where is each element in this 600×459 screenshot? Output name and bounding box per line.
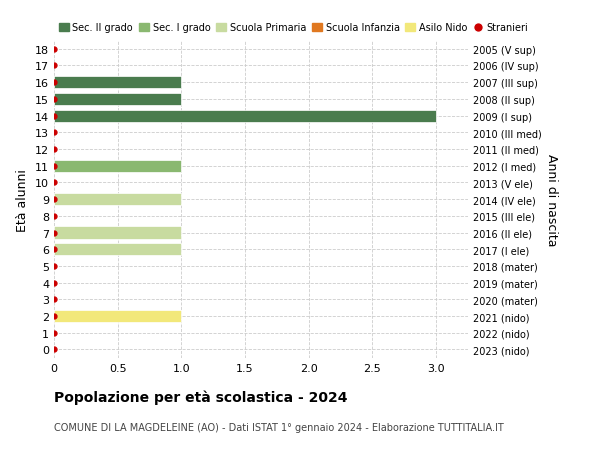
- Text: Popolazione per età scolastica - 2024: Popolazione per età scolastica - 2024: [54, 390, 347, 405]
- Text: COMUNE DI LA MAGDELEINE (AO) - Dati ISTAT 1° gennaio 2024 - Elaborazione TUTTITA: COMUNE DI LA MAGDELEINE (AO) - Dati ISTA…: [54, 422, 504, 432]
- Bar: [54, 227, 181, 239]
- Bar: [54, 310, 181, 322]
- Legend: Sec. II grado, Sec. I grado, Scuola Primaria, Scuola Infanzia, Asilo Nido, Stran: Sec. II grado, Sec. I grado, Scuola Prim…: [59, 23, 529, 34]
- Y-axis label: Anni di nascita: Anni di nascita: [545, 153, 558, 246]
- Bar: [54, 94, 181, 106]
- Bar: [54, 244, 181, 256]
- Bar: [54, 160, 181, 172]
- Bar: [54, 77, 181, 89]
- Bar: [54, 110, 436, 122]
- Y-axis label: Età alunni: Età alunni: [16, 168, 29, 231]
- Bar: [54, 194, 181, 206]
